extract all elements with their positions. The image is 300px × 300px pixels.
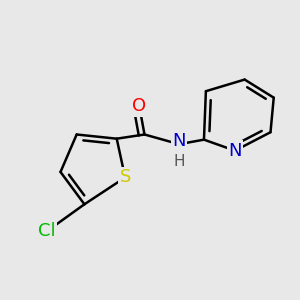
Text: S: S bbox=[119, 169, 131, 187]
Text: O: O bbox=[132, 98, 146, 116]
Text: Cl: Cl bbox=[38, 222, 56, 240]
Text: N: N bbox=[228, 142, 242, 160]
Text: N: N bbox=[172, 132, 186, 150]
Text: H: H bbox=[173, 154, 185, 169]
